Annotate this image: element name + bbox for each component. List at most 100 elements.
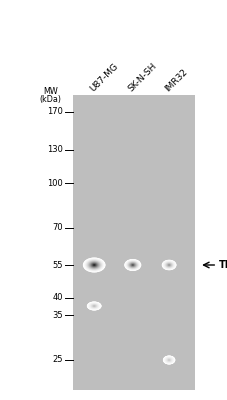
Ellipse shape <box>88 261 100 269</box>
Ellipse shape <box>168 264 170 266</box>
Ellipse shape <box>165 262 174 268</box>
Ellipse shape <box>164 261 175 269</box>
Ellipse shape <box>90 262 99 268</box>
Ellipse shape <box>165 262 174 268</box>
Ellipse shape <box>168 359 170 361</box>
Ellipse shape <box>86 260 102 270</box>
Ellipse shape <box>128 262 138 268</box>
Bar <box>73 95 195 390</box>
Ellipse shape <box>91 304 97 308</box>
Ellipse shape <box>89 262 99 268</box>
Ellipse shape <box>129 262 137 268</box>
Ellipse shape <box>91 304 98 308</box>
Ellipse shape <box>163 260 175 270</box>
Ellipse shape <box>87 302 102 310</box>
Ellipse shape <box>83 258 106 272</box>
Ellipse shape <box>165 357 173 363</box>
Ellipse shape <box>126 260 139 270</box>
Ellipse shape <box>165 357 173 363</box>
Text: TRIM27: TRIM27 <box>219 260 227 270</box>
Ellipse shape <box>88 302 100 310</box>
Ellipse shape <box>162 260 176 270</box>
Ellipse shape <box>91 304 97 308</box>
Ellipse shape <box>131 264 134 266</box>
Ellipse shape <box>163 261 175 269</box>
Ellipse shape <box>162 260 176 270</box>
Ellipse shape <box>168 264 170 266</box>
Ellipse shape <box>85 259 104 271</box>
Ellipse shape <box>167 358 171 362</box>
Ellipse shape <box>88 302 100 310</box>
Ellipse shape <box>129 262 137 268</box>
Ellipse shape <box>89 262 99 268</box>
Ellipse shape <box>89 303 100 309</box>
Ellipse shape <box>131 264 135 266</box>
Ellipse shape <box>130 263 135 267</box>
Text: (kDa): (kDa) <box>40 95 62 104</box>
Ellipse shape <box>127 261 138 269</box>
Ellipse shape <box>91 262 98 268</box>
Ellipse shape <box>124 259 141 271</box>
Ellipse shape <box>127 261 139 269</box>
Ellipse shape <box>127 261 139 269</box>
Ellipse shape <box>90 304 98 308</box>
Ellipse shape <box>165 262 173 268</box>
Ellipse shape <box>129 262 136 268</box>
Ellipse shape <box>88 302 101 310</box>
Ellipse shape <box>164 262 174 268</box>
Ellipse shape <box>92 304 97 308</box>
Ellipse shape <box>92 305 96 307</box>
Ellipse shape <box>91 304 98 308</box>
Ellipse shape <box>164 356 174 364</box>
Ellipse shape <box>131 264 134 266</box>
Ellipse shape <box>91 304 98 308</box>
Ellipse shape <box>164 262 174 268</box>
Ellipse shape <box>165 357 173 363</box>
Ellipse shape <box>163 356 175 364</box>
Ellipse shape <box>91 263 97 267</box>
Text: 35: 35 <box>52 310 63 320</box>
Text: U87-MG: U87-MG <box>88 61 120 93</box>
Ellipse shape <box>164 356 174 364</box>
Ellipse shape <box>166 358 172 362</box>
Ellipse shape <box>88 302 101 310</box>
Ellipse shape <box>163 356 175 364</box>
Ellipse shape <box>89 303 100 309</box>
Ellipse shape <box>93 264 95 266</box>
Ellipse shape <box>168 264 171 266</box>
Ellipse shape <box>93 305 96 307</box>
Ellipse shape <box>90 304 98 308</box>
Ellipse shape <box>131 264 135 266</box>
Ellipse shape <box>125 260 140 270</box>
Ellipse shape <box>84 258 104 272</box>
Ellipse shape <box>165 262 173 268</box>
Ellipse shape <box>132 264 133 266</box>
Ellipse shape <box>167 264 171 266</box>
Ellipse shape <box>167 264 171 266</box>
Ellipse shape <box>132 264 134 266</box>
Ellipse shape <box>126 260 140 270</box>
Ellipse shape <box>167 264 171 266</box>
Ellipse shape <box>165 357 173 363</box>
Ellipse shape <box>163 261 175 269</box>
Ellipse shape <box>131 264 134 266</box>
Ellipse shape <box>86 259 103 271</box>
Text: 55: 55 <box>52 260 63 270</box>
Text: SK-N-SH: SK-N-SH <box>126 61 158 93</box>
Ellipse shape <box>90 303 99 309</box>
Ellipse shape <box>84 258 105 272</box>
Ellipse shape <box>168 264 170 266</box>
Ellipse shape <box>167 263 172 267</box>
Ellipse shape <box>92 263 97 267</box>
Ellipse shape <box>89 262 100 268</box>
Text: 100: 100 <box>47 178 63 188</box>
Ellipse shape <box>125 259 141 271</box>
Ellipse shape <box>128 262 138 268</box>
Ellipse shape <box>166 358 172 362</box>
Ellipse shape <box>87 260 101 270</box>
Ellipse shape <box>164 261 175 269</box>
Ellipse shape <box>168 359 170 361</box>
Ellipse shape <box>166 358 172 362</box>
Ellipse shape <box>166 358 172 362</box>
Ellipse shape <box>93 264 96 266</box>
